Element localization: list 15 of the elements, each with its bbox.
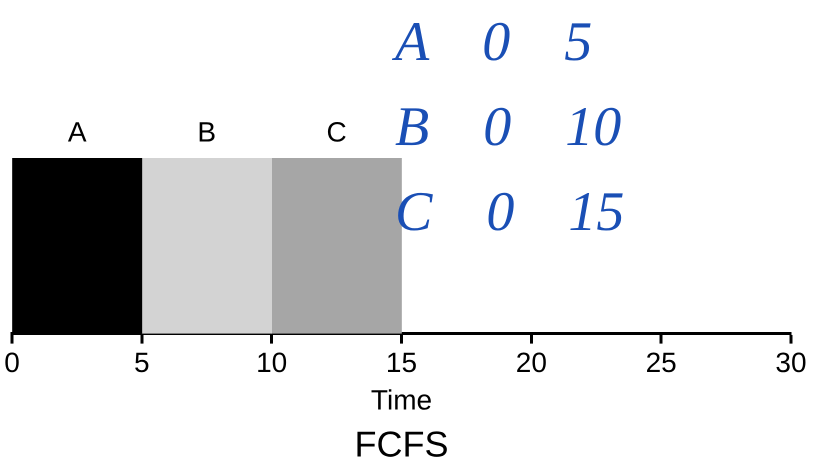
annotation: B 0 10 [395,95,622,159]
series-label: B [197,116,216,148]
x-tick-label: 0 [4,347,20,378]
x-tick-label: 5 [134,347,150,378]
x-tick-label: 30 [775,347,807,378]
x-tick-label: 10 [256,347,288,378]
x-axis-title: Time [370,384,432,416]
x-tick-label: 25 [646,347,677,378]
series-label: A [68,116,87,148]
series-label: C [326,116,347,148]
annotation: C 0 15 [395,180,624,244]
x-tick-label: 20 [516,347,547,378]
text: FCFS [354,423,448,464]
x-tick-label: 15 [386,347,418,378]
bar [142,158,272,334]
